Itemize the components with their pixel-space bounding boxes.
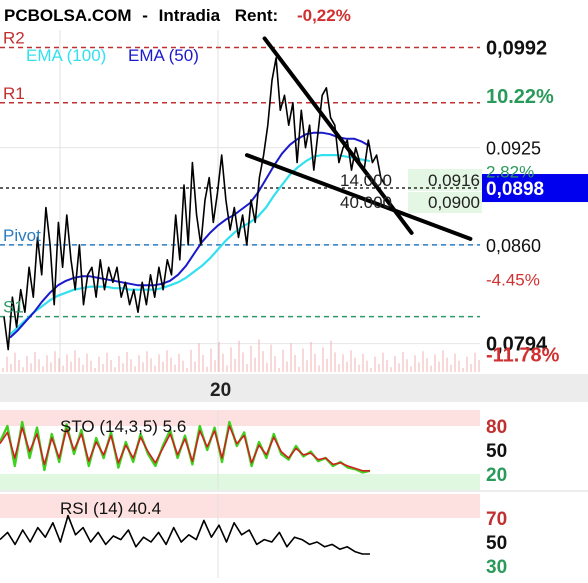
- rsi-tick-50: 50: [486, 533, 507, 554]
- axis-price-1: 0.0925: [486, 139, 541, 159]
- rsi-overbought-zone: [0, 494, 480, 518]
- time-axis-band: [0, 374, 588, 402]
- axis-pct-4: -11.78%: [486, 345, 560, 367]
- time-axis-tick: 20: [210, 380, 231, 401]
- sto-overbought-zone: [0, 410, 480, 426]
- sto-tick-80: 80: [486, 417, 507, 438]
- price-line: [3, 57, 386, 351]
- header-rent-label: Rent:: [235, 6, 278, 25]
- axis-pct-1: 2.82%: [486, 163, 534, 182]
- current-price-label: 0,0898: [486, 179, 544, 200]
- header-mode: Intradia: [159, 6, 221, 25]
- sto-tick-20: 20: [486, 465, 507, 486]
- level-label-s1: S1: [3, 298, 24, 317]
- orderbook-bid-bg: [408, 192, 482, 213]
- header-separator: -: [142, 6, 148, 25]
- axis-price-0: 0,0992: [486, 37, 547, 59]
- level-label-r1: R1: [3, 84, 25, 103]
- sto-tick-50: 50: [486, 441, 507, 462]
- current-price-box: [482, 174, 588, 203]
- axis-pct-0: 10.22%: [486, 86, 554, 108]
- orderbook-ask-bg: [408, 169, 482, 191]
- axis-pct-3: -4.45%: [486, 270, 540, 289]
- chart-header: PCBOLSA.COM - Intradia Rent: -0,22%: [4, 6, 351, 25]
- orderbook-qty-2: 40.000: [340, 193, 392, 212]
- ema50-line: [9, 131, 371, 339]
- legend-ema100: EMA (100): [26, 46, 106, 65]
- rsi-tick-70: 70: [486, 509, 507, 530]
- orderbook-price-2: 0,0900: [428, 193, 480, 212]
- trendline-2: [244, 153, 473, 241]
- orderbook-qty-1: 14.000: [340, 171, 392, 190]
- rsi-line: [0, 514, 370, 555]
- ema100-line: [9, 154, 371, 336]
- header-site: PCBOLSA.COM: [4, 6, 132, 25]
- rsi-tick-30: 30: [486, 557, 507, 578]
- trendline-1: [262, 36, 414, 235]
- orderbook-price-1: 0,0916: [428, 171, 480, 190]
- sto-oversold-zone: [0, 474, 480, 490]
- axis-price-3: 0,0860: [486, 236, 541, 256]
- sto-d-line: [0, 425, 370, 472]
- axis-price-4: 0,0794: [486, 334, 548, 356]
- legend-ema50: EMA (50): [128, 46, 199, 65]
- level-label-r2: R2: [3, 28, 25, 47]
- rsi-title: RSI (14) 40.4: [60, 499, 161, 518]
- level-label-pivot: Pivot: [3, 226, 41, 245]
- sto-title: STO (14,3,5) 5.6: [60, 417, 186, 436]
- header-rent-value: -0,22%: [297, 6, 351, 25]
